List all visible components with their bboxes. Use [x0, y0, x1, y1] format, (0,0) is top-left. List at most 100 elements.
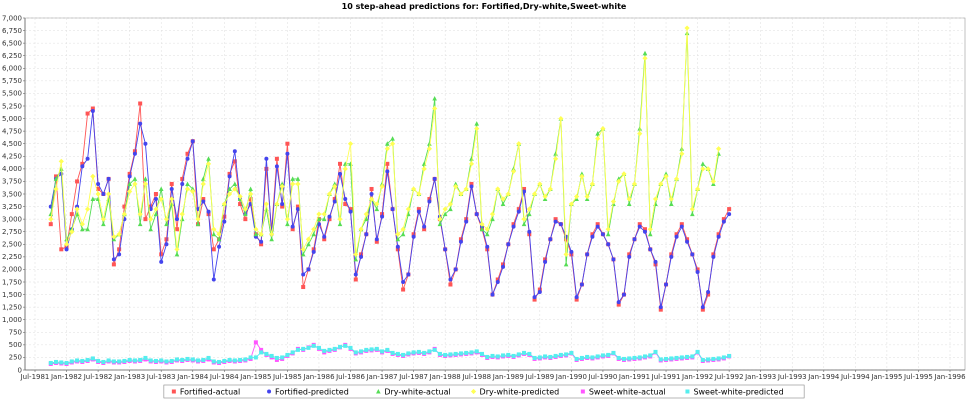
x-tick-label: Jan-1993	[744, 373, 776, 381]
data-point-dry-white-actual	[553, 151, 558, 156]
data-point-dry-white-predicted	[353, 251, 359, 257]
y-tick-label: 5,000	[2, 115, 22, 123]
data-point-dry-white-predicted	[232, 186, 238, 192]
data-point-sweet-white-predicted	[685, 354, 690, 359]
data-point-sweet-white-predicted	[590, 355, 595, 360]
data-point-fortified-actual	[422, 227, 427, 232]
data-point-sweet-white-predicted	[259, 350, 264, 355]
legend-label: Sweet-white-predicted	[693, 388, 783, 397]
data-point-fortified-predicted	[537, 290, 542, 295]
data-point-sweet-white-predicted	[353, 350, 358, 355]
data-point-sweet-white-predicted	[727, 353, 732, 358]
data-point-dry-white-predicted	[447, 201, 454, 207]
data-point-dry-white-actual	[285, 221, 290, 227]
data-point-sweet-white-predicted	[295, 347, 300, 352]
data-point-fortified-predicted	[469, 184, 474, 189]
data-point-dry-white-predicted	[579, 173, 585, 179]
data-point-fortified-predicted	[111, 257, 116, 262]
data-point-fortified-actual	[501, 262, 506, 267]
x-tick-label: Jul-1985	[272, 373, 302, 381]
legend-label: Dry-white-actual	[384, 388, 450, 397]
data-point-fortified-actual	[169, 181, 174, 186]
data-point-fortified-predicted	[201, 199, 206, 204]
data-point-sweet-white-predicted	[332, 346, 337, 351]
data-point-sweet-white-predicted	[474, 349, 479, 354]
data-point-fortified-actual	[301, 285, 306, 290]
data-point-fortified-actual	[511, 222, 516, 227]
data-point-fortified-predicted	[501, 264, 506, 269]
x-tick-label: Jul-1986	[335, 373, 365, 381]
data-point-dry-white-predicted	[58, 158, 64, 164]
data-point-sweet-white-predicted	[674, 355, 679, 360]
data-point-dry-white-actual	[385, 141, 390, 146]
data-point-dry-white-predicted	[148, 216, 154, 222]
data-point-sweet-white-predicted	[716, 356, 721, 361]
x-tick-label: Jul-1988	[461, 373, 491, 381]
data-point-fortified-actual	[338, 161, 342, 166]
data-point-fortified-predicted	[274, 164, 279, 169]
data-point-sweet-white-predicted	[322, 348, 327, 353]
data-point-fortified-predicted	[558, 222, 563, 227]
data-point-dry-white-actual	[295, 176, 301, 181]
data-point-fortified-predicted	[311, 249, 316, 254]
data-point-fortified-predicted	[658, 305, 663, 310]
data-point-fortified-actual	[127, 171, 132, 176]
data-point-sweet-white-predicted	[343, 343, 348, 348]
data-point-dry-white-actual	[195, 221, 201, 227]
data-point-fortified-actual	[138, 101, 143, 106]
data-point-sweet-white-predicted	[232, 358, 237, 363]
data-point-fortified-actual	[185, 151, 190, 156]
data-point-dry-white-actual	[527, 211, 532, 217]
data-point-sweet-white-predicted	[653, 349, 658, 354]
data-point-dry-white-predicted	[95, 191, 101, 197]
data-point-dry-white-predicted	[332, 183, 338, 190]
data-point-dry-white-predicted	[190, 188, 196, 195]
data-point-fortified-actual	[658, 307, 663, 312]
data-point-dry-white-predicted	[163, 216, 170, 222]
data-point-fortified-predicted	[690, 252, 695, 257]
data-point-sweet-white-predicted	[190, 357, 195, 362]
data-point-fortified-predicted	[227, 174, 232, 179]
data-point-sweet-white-actual	[259, 347, 264, 352]
series-dry-white-predicted	[48, 25, 722, 257]
data-point-dry-white-predicted	[153, 206, 159, 212]
data-point-sweet-white-predicted	[122, 358, 127, 363]
data-point-dry-white-predicted	[710, 178, 716, 185]
data-point-dry-white-actual	[374, 206, 380, 212]
y-tick-label: 6,000	[2, 65, 22, 73]
data-point-fortified-actual	[616, 302, 621, 307]
data-point-dry-white-actual	[279, 181, 285, 186]
data-point-fortified-actual	[311, 247, 316, 252]
data-point-fortified-predicted	[543, 259, 548, 264]
data-point-dry-white-actual	[153, 211, 159, 217]
series-line-fortified-predicted	[50, 110, 730, 308]
data-point-dry-white-actual	[626, 201, 632, 207]
data-point-fortified-predicted	[259, 239, 264, 244]
x-tick-label: Jan-1986	[302, 373, 335, 381]
data-point-fortified-actual	[343, 202, 348, 207]
data-point-sweet-white-predicted	[664, 356, 669, 361]
data-point-dry-white-predicted	[589, 181, 596, 187]
data-point-dry-white-predicted	[474, 126, 480, 132]
data-point-fortified-actual	[285, 141, 290, 146]
data-point-sweet-white-predicted	[380, 349, 385, 354]
data-point-fortified-actual	[211, 247, 216, 252]
data-point-fortified-predicted	[516, 209, 521, 214]
legend-item-sweet-white-actual: Sweet-white-actual	[580, 388, 666, 397]
data-point-fortified-predicted	[301, 272, 306, 277]
data-point-dry-white-actual	[316, 216, 322, 222]
data-point-fortified-predicted	[532, 295, 537, 300]
series-layer	[48, 25, 732, 366]
data-point-dry-white-predicted	[405, 206, 411, 212]
data-point-fortified-predicted	[600, 232, 605, 237]
data-point-sweet-white-predicted	[59, 360, 64, 365]
data-point-fortified-actual	[721, 217, 726, 222]
data-point-sweet-white-predicted	[48, 360, 53, 365]
data-point-fortified-predicted	[695, 269, 700, 274]
data-point-dry-white-predicted	[326, 191, 333, 197]
data-point-dry-white-predicted	[263, 201, 269, 207]
data-point-fortified-predicted	[643, 229, 647, 234]
data-point-dry-white-predicted	[363, 211, 369, 217]
data-point-dry-white-predicted	[111, 234, 117, 240]
